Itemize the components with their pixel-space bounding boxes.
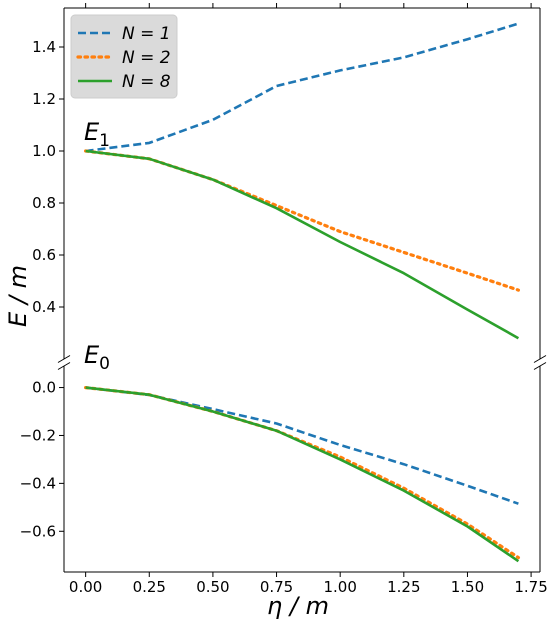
y-tick-label: 0.8 (32, 194, 56, 212)
y-tick-label: 1.0 (32, 142, 56, 160)
series-line (83, 386, 521, 560)
legend-label: N = 8 (122, 72, 171, 92)
series-line (83, 149, 521, 292)
x-tick-label: 0.25 (133, 578, 166, 596)
series-line (85, 386, 519, 505)
series-line (85, 149, 520, 340)
y-tick-label: 0.6 (32, 246, 56, 264)
y-tick-label: −0.6 (20, 522, 56, 540)
x-tick-label: 1.50 (451, 578, 484, 596)
x-axis-title: η / m (267, 592, 329, 620)
axis-break-marker (57, 362, 71, 370)
panel-label-sub: 0 (99, 354, 110, 374)
x-tick-label: 0.75 (260, 578, 293, 596)
y-tick-label: −0.4 (20, 474, 56, 492)
y-tick-label: 0.4 (32, 298, 56, 316)
y-tick-label: 0.0 (32, 379, 56, 397)
panel-label-main: E (84, 118, 100, 146)
panel-label-sub: 1 (99, 131, 110, 151)
series-line (85, 386, 520, 563)
legend-label: N = 1 (122, 24, 171, 44)
legend-label: N = 2 (122, 48, 171, 68)
x-tick-label: 0.00 (69, 578, 102, 596)
x-tick-label: 1.00 (323, 578, 356, 596)
axis-break-marker (57, 355, 71, 363)
series-line (85, 22, 519, 153)
axis-break-marker (533, 355, 547, 363)
y-tick-label: 1.4 (32, 38, 56, 56)
x-tick-label: 1.75 (514, 578, 547, 596)
y-tick-label: 1.2 (32, 90, 56, 108)
y-tick-label: −0.2 (20, 426, 56, 444)
x-tick-label: 0.50 (196, 578, 229, 596)
x-tick-label: 1.25 (387, 578, 420, 596)
panel-label: E0 (84, 341, 110, 374)
legend-box (70, 14, 178, 99)
panel-label: E1 (84, 118, 110, 151)
y-axis-title: E / m (4, 265, 32, 327)
panel-label-main: E (84, 341, 100, 369)
axis-break-marker (533, 362, 547, 370)
